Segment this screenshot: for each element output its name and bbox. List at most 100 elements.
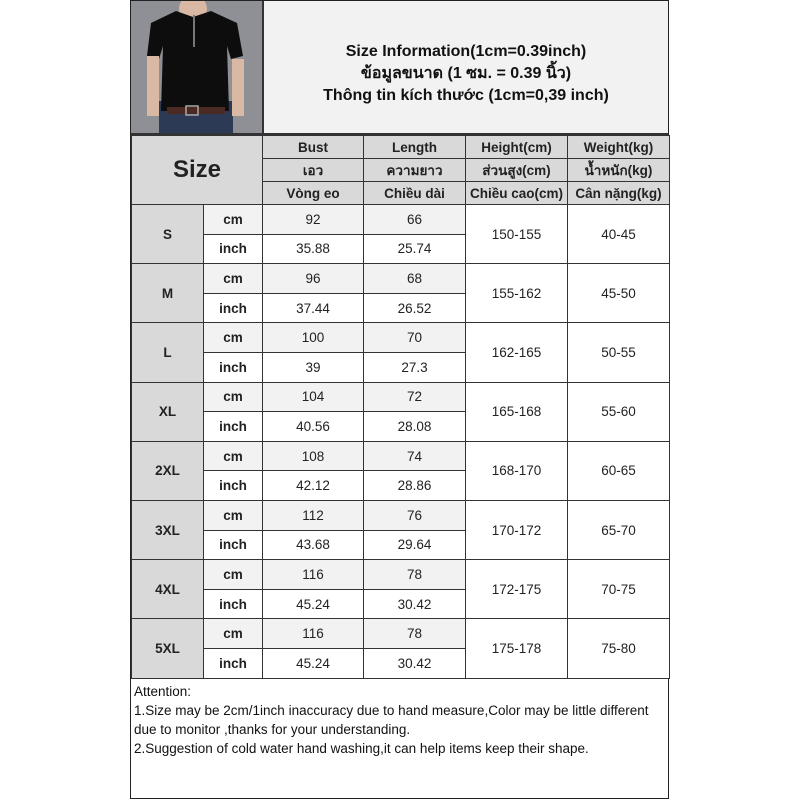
title-vietnamese: Thông tin kích thước (1cm=0,39 inch): [323, 87, 609, 104]
unit-cm: cm: [203, 499, 263, 531]
length-inch: 28.08: [363, 411, 466, 442]
size-row-inch: inch 45.24 30.42: [132, 647, 670, 679]
weight-range: 50-55: [567, 322, 670, 383]
length-inch: 27.3: [363, 351, 466, 383]
weight-range: 55-60: [567, 381, 670, 442]
height-range: 162-165: [465, 322, 568, 383]
note-item: 2.Suggestion of cold water hand washing,…: [134, 741, 589, 756]
size-row-inch: inch 40.56 28.08: [132, 411, 670, 442]
unit-inch: inch: [203, 529, 263, 561]
size-row-inch: inch 35.88 25.74: [132, 233, 670, 265]
notes-heading: Attention:: [134, 684, 192, 699]
size-row-cm: XL cm 104 72 165-168 55-60: [131, 381, 670, 442]
bust-cm: 116: [262, 559, 364, 590]
size-row-inch: inch 39 27.3: [132, 351, 670, 383]
height-range: 172-175: [465, 559, 568, 620]
size-row-cm: 5XL cm 116 78 175-178 75-80: [131, 618, 670, 679]
length-inch: 25.74: [363, 233, 466, 265]
length-header-vi: Chiều dài: [363, 181, 466, 205]
unit-inch: inch: [203, 292, 263, 324]
unit-inch: inch: [203, 351, 263, 383]
size-row-inch: inch 37.44 26.52: [132, 292, 670, 324]
unit-cm: cm: [203, 618, 263, 649]
unit-inch: inch: [203, 411, 263, 442]
bust-inch: 45.24: [262, 647, 364, 679]
bust-inch: 37.44: [262, 292, 364, 324]
size-row-cm: 3XL cm 112 76 170-172 65-70: [131, 499, 670, 561]
height-header-en: Height(cm): [465, 135, 568, 159]
length-inch: 28.86: [363, 470, 466, 501]
height-range: 150-155: [465, 203, 568, 265]
length-cm: 78: [363, 618, 466, 649]
bust-cm: 116: [262, 618, 364, 649]
unit-cm: cm: [203, 322, 263, 353]
size-row-cm: 4XL cm 116 78 172-175 70-75: [131, 559, 670, 620]
bust-inch: 35.88: [262, 233, 364, 265]
unit-inch: inch: [203, 647, 263, 679]
bust-cm: 100: [262, 322, 364, 353]
size-label: M: [131, 263, 204, 324]
length-cm: 76: [363, 499, 466, 531]
size-label: 4XL: [131, 559, 204, 620]
unit-cm: cm: [203, 440, 263, 472]
height-header-th: ส่วนสูง(cm): [465, 158, 568, 182]
unit-cm: cm: [203, 381, 263, 413]
bust-cm: 112: [262, 499, 364, 531]
product-photo: [131, 1, 264, 133]
bust-inch: 42.12: [262, 470, 364, 501]
bust-inch: 43.68: [262, 529, 364, 561]
weight-range: 40-45: [567, 203, 670, 265]
height-range: 165-168: [465, 381, 568, 442]
length-inch: 30.42: [363, 647, 466, 679]
size-label: 3XL: [131, 499, 204, 561]
unit-inch: inch: [203, 470, 263, 501]
weight-header-th: น้ำหนัก(kg): [567, 158, 670, 182]
bust-cm: 92: [262, 204, 364, 235]
size-row-cm: 2XL cm 108 74 168-170 60-65: [131, 440, 670, 501]
bust-cm: 108: [262, 440, 364, 472]
note-item: 1.Size may be 2cm/1inch inaccuracy due t…: [134, 703, 649, 737]
size-label: XL: [131, 381, 204, 442]
unit-inch: inch: [203, 233, 263, 265]
size-label: L: [131, 322, 204, 383]
size-table: Size Bust Length Height(cm) Weight(kg) เ…: [131, 135, 670, 679]
weight-range: 75-80: [567, 618, 670, 679]
attention-notes: Attention: 1.Size may be 2cm/1inch inacc…: [131, 678, 668, 798]
title-english: Size Information(1cm=0.39inch): [345, 43, 587, 60]
bust-header-vi: Vòng eo: [262, 181, 364, 205]
size-row-inch: inch 45.24 30.42: [132, 588, 670, 620]
bust-header-en: Bust: [262, 135, 364, 159]
bust-inch: 45.24: [262, 588, 364, 620]
size-header: Size: [131, 135, 263, 205]
unit-cm: cm: [203, 204, 263, 235]
weight-range: 70-75: [567, 559, 670, 620]
chart-header: Size Information(1cm=0.39inch) ข้อมูลขนา…: [131, 1, 668, 135]
size-chart: Size Information(1cm=0.39inch) ข้อมูลขนา…: [130, 0, 670, 799]
unit-cm: cm: [203, 559, 263, 590]
length-cm: 70: [363, 322, 466, 353]
height-range: 168-170: [465, 440, 568, 501]
bust-inch: 40.56: [262, 411, 364, 442]
weight-range: 65-70: [567, 499, 670, 561]
length-inch: 26.52: [363, 292, 466, 324]
length-cm: 68: [363, 263, 466, 294]
height-header-vi: Chiều cao(cm): [465, 181, 568, 205]
bust-header-th: เอว: [262, 158, 364, 182]
length-cm: 74: [363, 440, 466, 472]
weight-header-en: Weight(kg): [567, 135, 670, 159]
size-row-inch: inch 43.68 29.64: [132, 529, 670, 561]
bust-cm: 104: [262, 381, 364, 413]
length-inch: 29.64: [363, 529, 466, 561]
length-header-en: Length: [363, 135, 466, 159]
size-row-inch: inch 42.12 28.86: [132, 470, 670, 501]
height-range: 170-172: [465, 499, 568, 561]
size-label: S: [131, 203, 204, 265]
height-range: 175-178: [465, 618, 568, 679]
weight-header-vi: Cân nặng(kg): [567, 181, 670, 205]
length-cm: 66: [363, 204, 466, 235]
length-cm: 78: [363, 559, 466, 590]
polo-shirt-model-image: [131, 1, 262, 133]
bust-cm: 96: [262, 263, 364, 294]
